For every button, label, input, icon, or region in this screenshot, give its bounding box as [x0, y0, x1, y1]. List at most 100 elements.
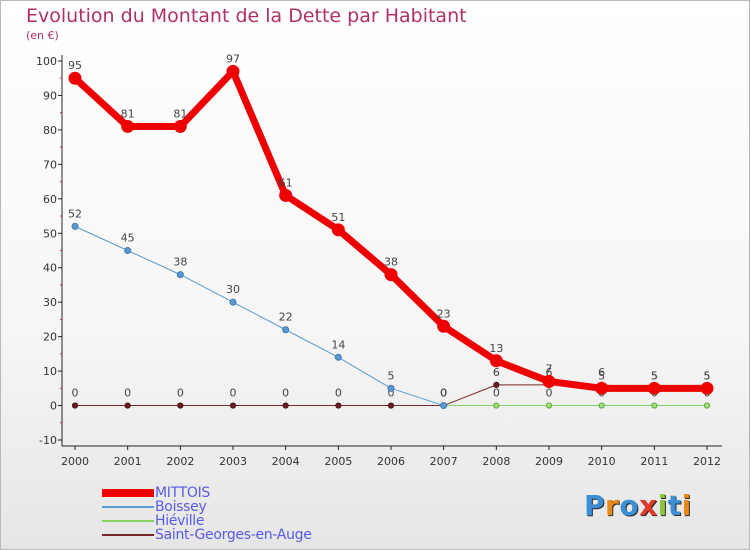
data-point-mittois — [384, 268, 398, 282]
x-tick-label: 2008 — [482, 455, 510, 468]
data-label-saint-georges-en-auge: 5 — [704, 369, 711, 382]
data-label-mittois: 23 — [437, 307, 451, 320]
proxiti-logo: Proxiti — [584, 489, 692, 522]
series-line-boissey — [74, 225, 445, 407]
logo-letter: t — [667, 489, 682, 522]
y-tick-label: 60 — [43, 193, 57, 206]
data-point-mittois — [121, 119, 135, 133]
data-label-mittois: 13 — [489, 342, 503, 355]
x-tick-label: 2012 — [693, 455, 721, 468]
data-label-hi-ville: 0 — [493, 387, 500, 400]
legend-item-hi-ville: Hiéville — [102, 513, 422, 529]
data-label-saint-georges-en-auge: 0 — [335, 387, 342, 400]
legend-swatch-saint-georges-en-auge — [102, 534, 154, 536]
data-label-saint-georges-en-auge: 6 — [546, 366, 553, 379]
data-label-saint-georges-en-auge: 0 — [72, 387, 79, 400]
data-point-hi-ville — [598, 402, 605, 409]
series-line-mittois — [71, 67, 711, 392]
data-label-saint-georges-en-auge: 0 — [282, 387, 289, 400]
data-point-boissey — [229, 298, 237, 306]
chart-title: Evolution du Montant de la Dette par Hab… — [26, 5, 467, 27]
y-tick-label: 80 — [43, 124, 57, 137]
data-label-mittois: 97 — [226, 52, 240, 65]
x-tick-label: 2001 — [114, 455, 142, 468]
data-point-hi-ville — [703, 402, 711, 409]
data-label-mittois: 5 — [598, 369, 605, 382]
x-tick-label: 2002 — [166, 455, 194, 468]
data-label-saint-georges-en-auge: 0 — [230, 387, 237, 400]
y-tick-label: 20 — [43, 331, 57, 344]
logo-letter: x — [639, 489, 658, 522]
x-tick-label: 2003 — [219, 455, 247, 468]
data-point-saint-georges-en-auge — [229, 402, 237, 409]
legend-item-boissey: Boissey — [102, 499, 422, 515]
data-label-mittois: 7 — [546, 362, 553, 375]
data-label-mittois: 5 — [651, 369, 658, 382]
data-point-mittois — [489, 354, 503, 368]
data-point-boissey — [387, 384, 395, 392]
x-tick-label: 2006 — [377, 455, 405, 468]
data-label-boissey: 14 — [331, 338, 345, 351]
data-point-boissey — [176, 271, 184, 279]
data-point-mittois — [68, 71, 82, 85]
data-label-mittois: 51 — [331, 211, 345, 224]
data-point-boissey — [440, 402, 448, 410]
data-label-boissey: 5 — [388, 369, 395, 382]
data-label-mittois: 95 — [68, 59, 82, 72]
data-label-saint-georges-en-auge: 6 — [598, 366, 605, 379]
data-point-mittois — [595, 381, 609, 395]
y-tick-label: 0 — [50, 400, 57, 413]
legend-swatch-boissey — [102, 506, 154, 508]
legend-label-mittois: MITTOIS — [155, 485, 211, 501]
x-tick-label: 2010 — [588, 455, 616, 468]
x-tick-label: 2000 — [61, 455, 89, 468]
data-point-boissey — [124, 247, 132, 254]
x-tick-label: 2011 — [640, 455, 668, 468]
data-point-hi-ville — [651, 402, 658, 409]
data-label-hi-ville: 0 — [546, 387, 553, 400]
legend-item-mittois: MITTOIS — [102, 485, 422, 501]
data-point-mittois — [226, 64, 240, 78]
data-label-saint-georges-en-auge: 0 — [388, 387, 395, 400]
data-label-boissey: 0 — [440, 387, 447, 400]
data-point-boissey — [334, 353, 342, 361]
data-point-hi-ville — [493, 402, 500, 409]
y-tick-label: 90 — [43, 89, 57, 102]
data-label-hi-ville: 0 — [440, 387, 447, 400]
legend-label-hi-ville: Hiéville — [155, 513, 205, 529]
y-tick-label: 10 — [43, 365, 57, 378]
y-tick-label: 50 — [43, 227, 57, 240]
logo-letter: r — [605, 489, 620, 522]
data-point-mittois — [700, 381, 714, 395]
data-label-boissey: 52 — [68, 207, 82, 220]
data-point-boissey — [71, 222, 79, 230]
data-label-boissey: 45 — [121, 232, 135, 245]
data-point-mittois — [647, 381, 661, 395]
legend-swatch-mittois — [102, 489, 154, 497]
x-tick-label: 2004 — [272, 455, 300, 468]
data-label-boissey: 38 — [173, 256, 187, 269]
logo-letter: o — [619, 489, 640, 522]
legend-label-saint-georges-en-auge: Saint-Georges-en-Auge — [155, 527, 312, 543]
data-point-mittois — [279, 188, 293, 202]
chart-legend: MITTOIS Boissey Hiéville Saint-Georges-en-A… — [102, 485, 422, 543]
data-label-boissey: 30 — [226, 283, 240, 296]
data-label-saint-georges-en-auge: 0 — [440, 387, 447, 400]
y-tick-label: -10 — [39, 434, 57, 447]
data-point-mittois — [173, 119, 187, 133]
data-point-saint-georges-en-auge — [71, 402, 79, 409]
data-label-saint-georges-en-auge: 0 — [124, 387, 131, 400]
data-label-mittois: 81 — [173, 107, 187, 120]
data-label-boissey: 22 — [279, 311, 293, 324]
data-point-saint-georges-en-auge — [282, 402, 289, 409]
chart-subtitle: (en €) — [26, 29, 59, 42]
data-point-mittois — [542, 374, 556, 388]
legend-item-saint-georges-en-auge: Saint-Georges-en-Auge — [102, 527, 422, 543]
y-tick-label: 70 — [43, 158, 57, 171]
x-tick-label: 2005 — [324, 455, 352, 468]
data-label-saint-georges-en-auge: 0 — [177, 387, 184, 400]
y-tick-label: 100 — [36, 55, 57, 68]
logo-letter: i — [681, 489, 692, 522]
logo-letter: P — [584, 489, 606, 522]
